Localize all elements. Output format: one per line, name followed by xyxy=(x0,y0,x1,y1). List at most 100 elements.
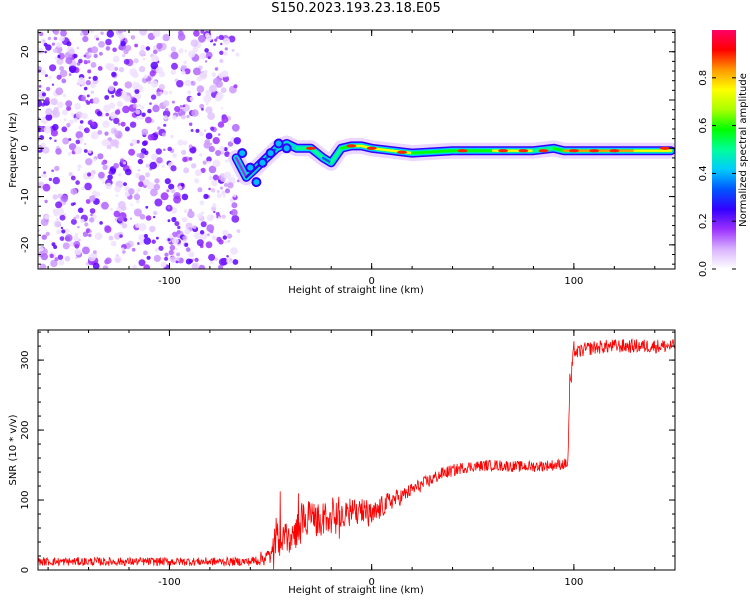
noise-blob xyxy=(106,30,115,38)
noise-blob xyxy=(156,157,163,164)
noise-blob xyxy=(220,150,225,155)
noise-blob xyxy=(214,38,218,42)
noise-blob xyxy=(129,68,138,76)
noise-blob xyxy=(68,172,73,177)
noise-blob xyxy=(117,215,124,222)
noise-blob xyxy=(225,159,229,163)
noise-blob xyxy=(99,221,103,225)
noise-blob xyxy=(208,187,211,191)
noise-blob xyxy=(81,112,88,120)
noise-blob xyxy=(138,259,146,267)
noise-blob xyxy=(217,133,221,136)
noise-blob xyxy=(209,84,217,93)
noise-blob xyxy=(92,75,98,81)
noise-blob xyxy=(212,174,219,181)
noise-blob xyxy=(183,140,188,145)
noise-blob xyxy=(135,222,141,228)
noise-blob xyxy=(118,172,122,177)
noise-blob xyxy=(118,33,125,40)
trace-core-segment xyxy=(309,147,325,160)
noise-blob xyxy=(53,106,59,113)
noise-blob xyxy=(193,30,200,37)
noise-blob xyxy=(177,225,181,230)
trace-peak xyxy=(568,149,579,153)
noise-blob xyxy=(84,142,87,146)
noise-blob xyxy=(140,44,146,51)
chart-title: S150.2023.193.23.18.E05 xyxy=(271,1,441,16)
noise-blob xyxy=(87,60,91,64)
noise-blob xyxy=(171,100,175,104)
noise-blob xyxy=(139,214,146,220)
colorbar-tick-label: 0.4 xyxy=(698,165,709,181)
noise-blob xyxy=(208,175,213,181)
noise-blob xyxy=(129,121,137,128)
noise-blob xyxy=(114,232,121,240)
noise-blob xyxy=(193,67,201,76)
noise-blob xyxy=(167,238,171,242)
noise-blob xyxy=(146,255,151,260)
noise-blob xyxy=(135,104,139,107)
noise-blob xyxy=(132,264,137,269)
noise-blob xyxy=(107,174,113,180)
x-tick-label: 100 xyxy=(564,577,583,588)
noise-blob xyxy=(223,147,228,152)
noise-blob xyxy=(203,193,209,199)
noise-blob xyxy=(102,265,109,269)
spectrogram-frame xyxy=(37,29,676,270)
noise-blob xyxy=(171,216,177,223)
noise-blob xyxy=(136,139,140,144)
noise-blob xyxy=(89,208,96,214)
noise-blob xyxy=(102,120,110,128)
noise-blob xyxy=(183,60,187,65)
noise-blob xyxy=(62,109,68,116)
noise-blob xyxy=(51,42,56,46)
noise-blob xyxy=(143,150,149,156)
noise-blob xyxy=(55,217,59,221)
noise-blob xyxy=(147,108,152,114)
noise-blob xyxy=(219,59,224,63)
noise-blob xyxy=(145,215,152,221)
noise-blob xyxy=(196,76,202,82)
noise-blob xyxy=(97,234,101,238)
noise-blob xyxy=(182,104,185,108)
noise-blob xyxy=(205,51,213,59)
noise-blob xyxy=(171,207,178,214)
noise-blob xyxy=(133,193,141,201)
snr-y-axis-label: SNR (10 * v/v) xyxy=(8,414,19,485)
noise-blob xyxy=(52,48,58,54)
noise-blob xyxy=(195,128,200,133)
noise-blob xyxy=(190,39,199,47)
noise-blob xyxy=(171,62,178,70)
noise-blob xyxy=(108,235,114,241)
noise-blob xyxy=(97,153,104,160)
noise-blob xyxy=(128,148,136,156)
noise-blob xyxy=(207,112,216,120)
noise-blob xyxy=(184,49,188,53)
noise-blob xyxy=(84,222,89,227)
noise-blob xyxy=(145,205,149,209)
noise-blob xyxy=(227,182,234,189)
trace-peak xyxy=(609,149,620,153)
colorbar-ticks: 0.0 0.2 0.4 0.6 0.8 xyxy=(698,70,736,277)
noise-blob xyxy=(173,195,182,204)
noise-blob xyxy=(99,51,103,56)
noise-blob xyxy=(223,51,228,56)
noise-blob xyxy=(63,212,67,216)
noise-blob xyxy=(134,43,139,48)
noise-blob xyxy=(186,115,190,119)
noise-blob xyxy=(158,84,165,91)
trace-peak xyxy=(498,149,509,153)
noise-blob xyxy=(194,178,200,184)
noise-blob xyxy=(105,46,111,51)
noise-blob xyxy=(163,123,167,127)
colorbar-label: Normalized spectral amplitude xyxy=(738,73,749,227)
noise-blob xyxy=(43,126,52,134)
noise-blob xyxy=(83,59,87,63)
noise-blob xyxy=(120,121,126,127)
noise-blob xyxy=(43,171,46,175)
noise-blob xyxy=(129,217,133,220)
noise-blob xyxy=(145,163,150,168)
noise-blob xyxy=(117,201,126,209)
noise-blob xyxy=(187,90,192,95)
noise-blob xyxy=(187,210,195,219)
